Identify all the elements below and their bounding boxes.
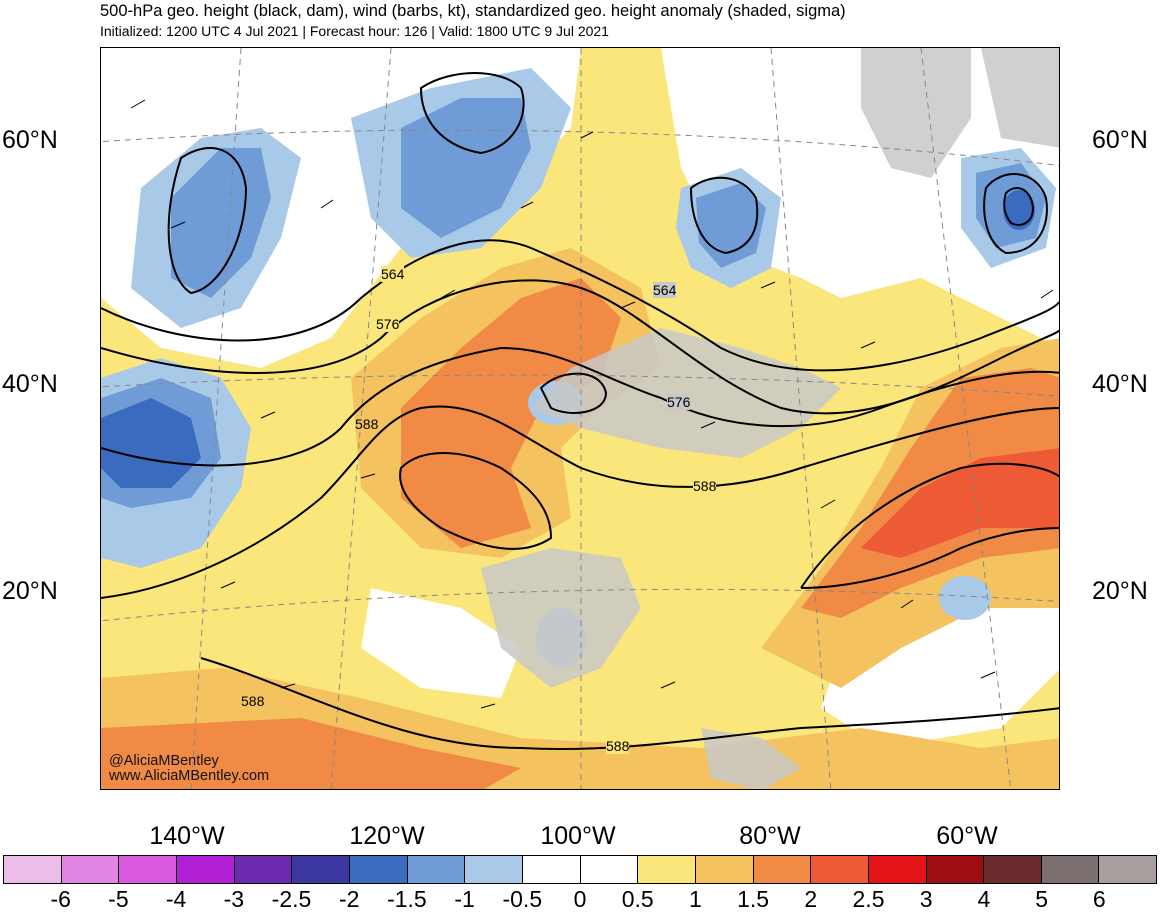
colorbar-tick-label: 6 xyxy=(1092,886,1106,912)
colorbar-tick-label: -6 xyxy=(50,886,71,912)
colorbar-swatch xyxy=(61,856,120,883)
colorbar-tick-label: 1 xyxy=(688,886,702,912)
contour-label: 588 xyxy=(606,738,630,754)
colorbar-tick-label: -1 xyxy=(454,886,475,912)
colorbar-tick-label: 3 xyxy=(919,886,933,912)
colorbar-tick-label: 0 xyxy=(573,886,587,912)
lat-label-20n-right: 20°N xyxy=(1092,577,1148,605)
colorbar-swatch xyxy=(349,856,408,883)
lat-label-40n-right: 40°N xyxy=(1092,370,1148,398)
colorbar-swatch xyxy=(119,856,177,883)
colorbar-tick-label: -4 xyxy=(165,886,187,912)
colorbar-swatch xyxy=(638,856,696,883)
colorbar-tick-label: -0.5 xyxy=(502,886,543,912)
colorbar-swatch xyxy=(1099,856,1157,883)
contour-label: 564 xyxy=(653,282,677,298)
colorbar-tick-label: -1.5 xyxy=(387,886,427,912)
lat-label-20n-left: 20°N xyxy=(2,577,58,605)
colorbar-swatch xyxy=(695,856,754,883)
chart-title: 500-hPa geo. height (black, dam), wind (… xyxy=(100,2,846,20)
colorbar-swatch xyxy=(1041,856,1100,883)
contour-label: 588 xyxy=(693,478,717,494)
colorbar xyxy=(3,855,1157,884)
colorbar-tick-label: 5 xyxy=(1035,886,1048,912)
colorbar-swatch xyxy=(811,856,869,883)
colorbar-swatch xyxy=(234,856,293,883)
colorbar-swatch xyxy=(407,856,466,883)
lat-label-40n-left: 40°N xyxy=(2,370,58,398)
map-graphic xyxy=(101,48,1059,789)
lon-label-140w: 140°W xyxy=(149,822,225,850)
colorbar-swatch xyxy=(176,856,235,883)
colorbar-tick-label: -2 xyxy=(338,886,360,912)
colorbar-swatch xyxy=(868,856,927,883)
contour-label: 588 xyxy=(241,693,265,709)
colorbar-swatch xyxy=(465,856,523,883)
contour-label: 588 xyxy=(355,416,379,432)
colorbar-swatch xyxy=(753,856,812,883)
lat-label-60n-left: 60°N xyxy=(2,126,58,154)
colorbar-tick-label: 4 xyxy=(977,886,991,912)
colorbar-tick-label: -2.5 xyxy=(271,886,312,912)
weather-map[interactable]: 564 564 576 576 588 588 588 588 @AliciaM… xyxy=(100,47,1060,790)
colorbar-swatch xyxy=(4,856,62,883)
lon-label-100w: 100°W xyxy=(540,822,616,850)
colorbar-tick-label: -5 xyxy=(108,886,129,912)
colorbar-tick-label: 1.5 xyxy=(737,886,770,912)
lon-label-60w: 60°W xyxy=(936,822,998,850)
colorbar-tick-label: 2.5 xyxy=(852,886,885,912)
chart-subtitle: Initialized: 1200 UTC 4 Jul 2021 | Forec… xyxy=(100,23,609,39)
colorbar-swatch xyxy=(580,856,639,883)
credit-handle: @AliciaMBentley xyxy=(109,753,219,769)
contour-label: 576 xyxy=(376,316,400,332)
colorbar-tick-label: 0.5 xyxy=(621,886,654,912)
colorbar-tick-label: 2 xyxy=(804,886,818,912)
colorbar-swatch xyxy=(522,856,581,883)
colorbar-tick-label: -3 xyxy=(223,886,245,912)
contour-label: 576 xyxy=(667,394,691,410)
lon-label-80w: 80°W xyxy=(739,822,801,850)
credit-website: www.AliciaMBentley.com xyxy=(109,768,270,784)
lat-label-60n-right: 60°N xyxy=(1092,126,1148,154)
lon-label-120w: 120°W xyxy=(349,822,425,850)
contour-label: 564 xyxy=(381,266,405,282)
colorbar-swatch xyxy=(292,856,350,883)
colorbar-swatch xyxy=(984,856,1042,883)
colorbar-swatch xyxy=(926,856,985,883)
